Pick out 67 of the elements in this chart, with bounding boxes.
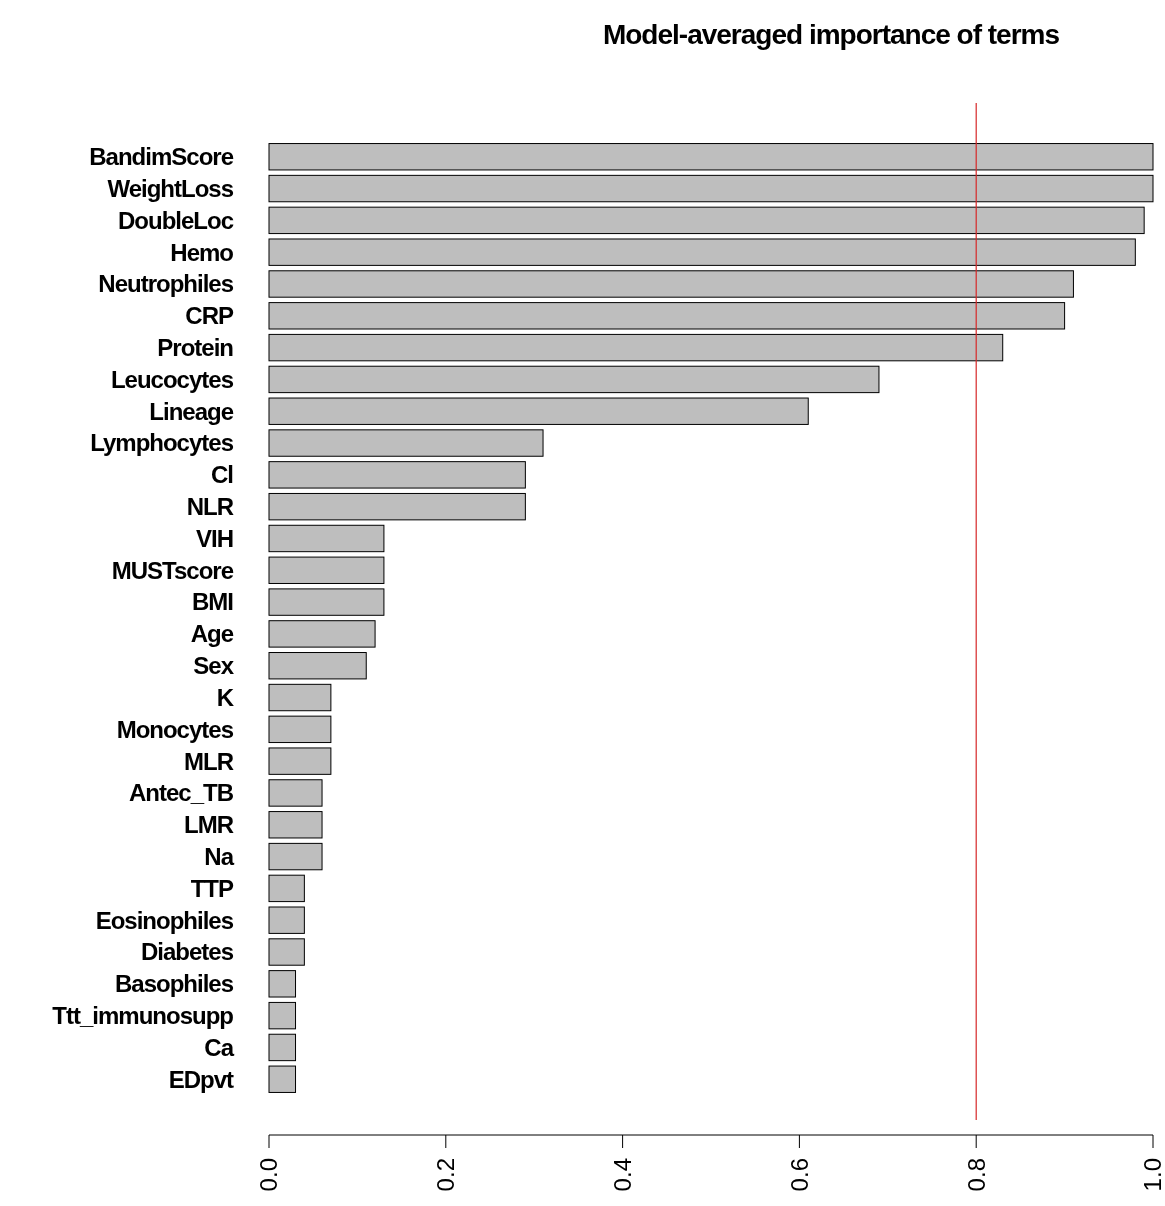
bar: [268, 652, 367, 680]
x-tick-label: 0.2: [432, 1158, 460, 1192]
bar: [268, 365, 880, 394]
y-tick-label: VIH: [195, 524, 233, 552]
y-tick-label: TTP: [190, 874, 234, 902]
bar: [268, 206, 1145, 235]
x-tick-label: 0.4: [609, 1158, 636, 1192]
bar: [268, 524, 385, 553]
bar: [268, 397, 809, 425]
bar: [268, 906, 305, 934]
bar: [268, 238, 1136, 266]
bar: [268, 811, 323, 839]
y-tick-label: DoubleLoc: [118, 206, 234, 234]
y-tick-label: Basophiles: [114, 970, 234, 998]
y-tick-label: Protein: [157, 334, 234, 362]
bar: [268, 1065, 297, 1093]
bar: [268, 938, 305, 966]
y-tick-label: Na: [204, 842, 235, 870]
y-tick-label: Lineage: [149, 397, 234, 425]
y-tick-label: Age: [190, 620, 234, 648]
y-tick-label: Hemo: [170, 238, 234, 266]
y-tick-label: BMI: [192, 588, 234, 616]
x-tick-label: 0.6: [785, 1158, 813, 1192]
bar: [268, 556, 385, 584]
y-tick-label: BandimScore: [89, 143, 234, 171]
bar: [268, 874, 305, 903]
bar: [268, 429, 544, 457]
y-tick-label: Diabetes: [140, 938, 234, 966]
bar: [268, 747, 332, 775]
y-tick-label: WeightLoss: [107, 174, 234, 202]
bar: [268, 842, 323, 871]
bar: [268, 1033, 297, 1062]
y-tick-label: Neutrophiles: [98, 270, 234, 298]
bar: [268, 174, 1154, 203]
bar: [268, 461, 526, 489]
y-tick-label: Eosinophiles: [95, 906, 234, 934]
y-tick-label: Antec_TB: [128, 779, 234, 807]
y-tick-label: Lymphocytes: [90, 429, 234, 457]
bar: [268, 588, 385, 616]
y-tick-label: Cl: [211, 461, 233, 489]
bar: [268, 492, 526, 521]
bar: [268, 970, 297, 998]
bar: [268, 683, 332, 712]
y-tick-label: Leucocytes: [110, 365, 234, 393]
bar: [268, 143, 1154, 171]
bar: [268, 1001, 297, 1030]
chart-title: Model-averaged importance of terms: [602, 19, 1060, 50]
y-tick-label: CRP: [185, 302, 234, 330]
y-tick-label: NLR: [186, 493, 234, 521]
y-tick-label: Ttt_immunosupp: [52, 1002, 234, 1030]
y-tick-label: Ca: [204, 1033, 235, 1061]
x-tick-label: 1.0: [1139, 1158, 1165, 1192]
bar: [268, 779, 323, 807]
bar: [268, 620, 376, 648]
y-tick-label: LMR: [184, 811, 234, 839]
y-tick-label: MLR: [184, 747, 234, 775]
y-tick-label: Sex: [193, 652, 235, 680]
bar: [268, 302, 1066, 330]
y-tick-label: K: [216, 683, 235, 711]
y-tick-label: Monocytes: [116, 715, 234, 743]
y-tick-label: EDpvt: [168, 1065, 234, 1093]
bar: [268, 270, 1074, 298]
bar: [268, 715, 332, 744]
bar: [268, 333, 1004, 362]
x-tick-label: 0.0: [255, 1158, 283, 1192]
y-tick-label: MUSTscore: [111, 556, 234, 584]
x-tick-label: 0.8: [962, 1158, 990, 1192]
